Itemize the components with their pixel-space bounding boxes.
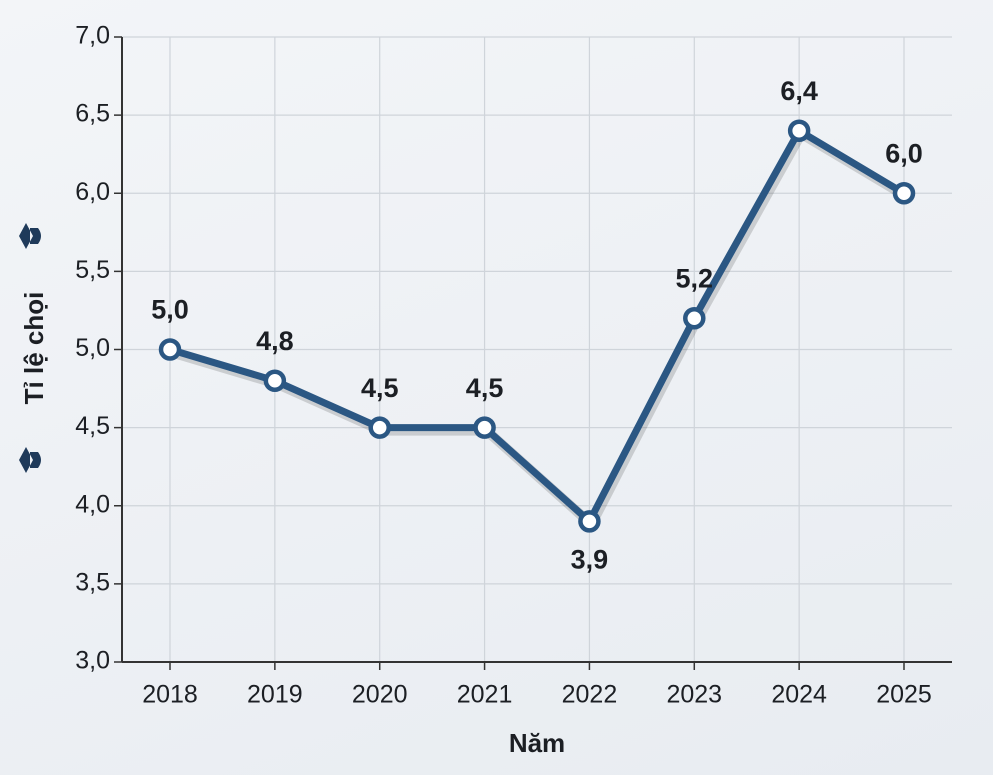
y-tick-label: 3,0 [75, 647, 110, 675]
x-tick-label: 2023 [666, 681, 722, 709]
line [169, 127, 906, 525]
y-tick-label: 7,0 [75, 22, 110, 50]
x-tick-label: 2018 [142, 681, 198, 709]
x-tick-label: 2022 [562, 681, 618, 709]
y-tick-label: 4,5 [75, 412, 110, 440]
point [473, 416, 496, 439]
value-label: 5,0 [151, 295, 189, 325]
y-axis-title: Tỉ lệ chọi [19, 292, 49, 405]
y-tick-label: 5,0 [75, 334, 110, 362]
y-tick-label: 5,5 [75, 256, 110, 284]
value-label: 4,5 [361, 373, 399, 403]
y-tick-label: 3,5 [75, 568, 110, 596]
x-tick-label: 2021 [457, 681, 513, 709]
x-tick-label: 2024 [771, 681, 827, 709]
cap-icon [19, 447, 41, 473]
point [683, 307, 706, 330]
value-label: 4,5 [466, 373, 504, 403]
y-tick-label: 6,5 [75, 100, 110, 128]
y-tick-label: 4,0 [75, 490, 110, 518]
point [368, 416, 391, 439]
x-tick-label: 2020 [352, 681, 408, 709]
value-label: 6,4 [780, 76, 818, 106]
x-tick-label: 2025 [876, 681, 932, 709]
value-label: 5,2 [676, 263, 714, 293]
point [892, 182, 916, 205]
value-label: 6,0 [885, 138, 923, 168]
x-axis-title: Năm [509, 728, 565, 758]
value-label: 4,8 [256, 326, 294, 356]
cap-icon [19, 223, 41, 249]
point [158, 338, 182, 361]
y-axis-title-group: Tỉ lệ chọi [19, 223, 49, 473]
value-label: 3,9 [571, 545, 609, 575]
x-tick-label: 2019 [247, 681, 303, 709]
point [787, 119, 811, 142]
point [263, 369, 287, 392]
y-tick-label: 6,0 [75, 178, 110, 206]
point [578, 510, 601, 533]
